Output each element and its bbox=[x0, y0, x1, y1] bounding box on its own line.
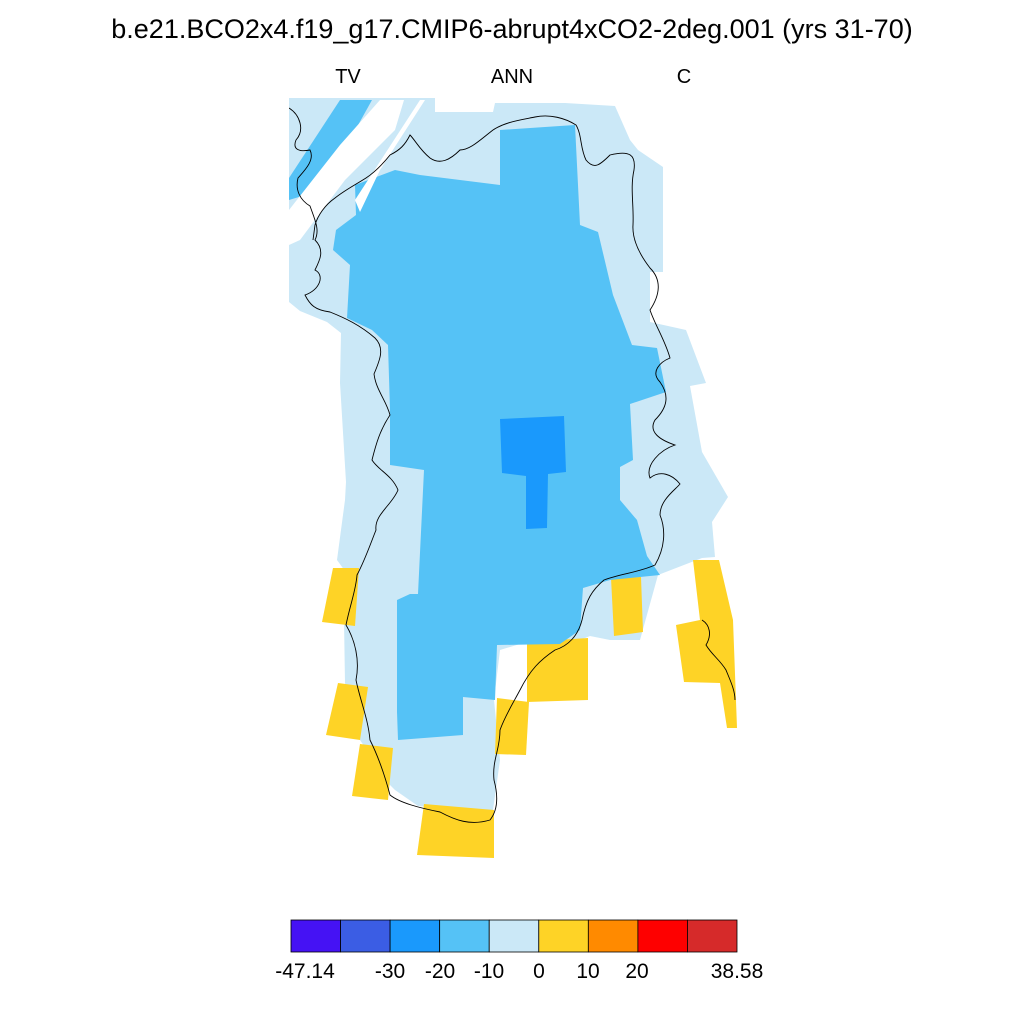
colorbar-tick-label: -10 bbox=[473, 960, 505, 983]
colorbar-tick-label: -20 bbox=[424, 960, 456, 983]
colorbar-box bbox=[687, 919, 738, 953]
map-gaps bbox=[289, 100, 425, 245]
colorbar-box bbox=[538, 919, 589, 953]
colorbar-box bbox=[587, 919, 639, 953]
dark-blue-region bbox=[500, 416, 566, 529]
coastline bbox=[289, 107, 681, 823]
coastline-east bbox=[701, 619, 736, 701]
colorbar-box bbox=[637, 919, 688, 953]
units-label: C bbox=[676, 66, 692, 88]
colorbar-box bbox=[340, 919, 391, 953]
colorbar-tick-label: 0 bbox=[533, 960, 545, 983]
colorbar-box bbox=[488, 919, 540, 953]
colorbar-tick-label: 20 bbox=[625, 960, 649, 983]
plot-title: b.e21.BCO2x4.f19_g17.CMIP6-abrupt4xCO2-2… bbox=[111, 14, 913, 44]
colorbar-tick-label: -30 bbox=[374, 960, 406, 983]
colorbar-box bbox=[389, 919, 441, 953]
colorbar-tick-label: -47.14 bbox=[275, 960, 335, 983]
colorbar-box bbox=[290, 919, 341, 953]
colorbar-tick-label: 38.58 bbox=[710, 960, 764, 983]
medium-blue-region bbox=[289, 100, 666, 740]
variable-label: TV bbox=[335, 66, 361, 88]
colorbar-box bbox=[439, 919, 490, 953]
season-label: ANN bbox=[490, 66, 534, 88]
colorbar-tick-label: 10 bbox=[576, 960, 600, 983]
